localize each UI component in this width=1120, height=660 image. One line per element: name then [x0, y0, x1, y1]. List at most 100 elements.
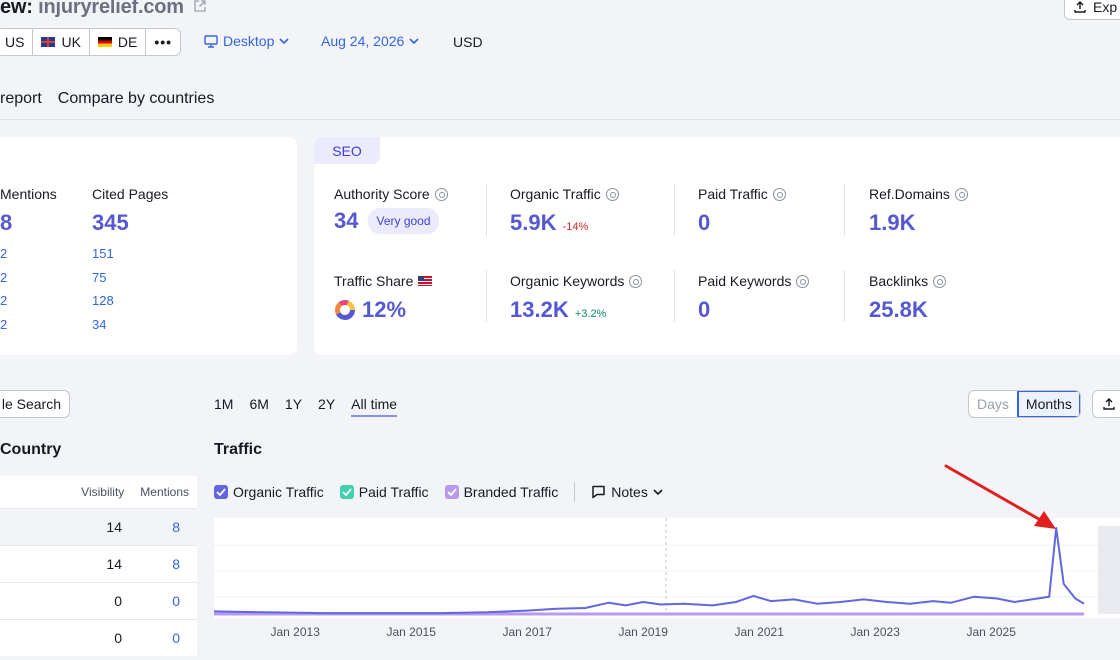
traffic-share-label: Traffic Share: [334, 273, 433, 289]
donut-chart-icon: [335, 300, 355, 320]
notes-dropdown[interactable]: Notes: [591, 484, 663, 500]
table-row[interactable]: 14 8: [0, 545, 197, 582]
ai-row-left[interactable]: 2: [0, 293, 8, 308]
legend-branded-label: Branded Traffic: [463, 484, 559, 500]
legend-paid-traffic[interactable]: Paid Traffic: [339, 484, 429, 500]
x-tick-label: Jan 2017: [503, 625, 553, 639]
country-selector: US UK DE •••: [0, 28, 182, 56]
info-icon[interactable]: [796, 274, 810, 288]
report-tabs: report Compare by countries: [0, 90, 214, 108]
ai-row-left[interactable]: 2: [0, 246, 8, 261]
cited-pages-value[interactable]: 345: [92, 210, 129, 235]
info-icon[interactable]: [605, 187, 619, 201]
paid-keywords-text: Paid Keywords: [698, 273, 792, 289]
info-icon[interactable]: [629, 274, 643, 288]
visibility-cell: 14: [106, 556, 122, 572]
country-us-button[interactable]: US: [0, 29, 34, 55]
backlinks-value[interactable]: 25.8K: [869, 297, 928, 322]
chevron-down-icon: [409, 38, 419, 44]
range-1y[interactable]: 1Y: [284, 396, 303, 412]
title-prefix: ew:: [0, 0, 33, 18]
traffic-share-block: 12%: [334, 297, 406, 323]
traffic-share-value[interactable]: 12%: [362, 297, 407, 322]
uk-flag-icon: [41, 37, 56, 47]
device-dropdown[interactable]: Desktop: [204, 33, 289, 49]
legend-organic-traffic[interactable]: Organic Traffic: [214, 484, 324, 500]
metric-divider: [674, 184, 675, 236]
mentions-cell[interactable]: 0: [172, 630, 180, 646]
date-label: Aug 24, 2026: [321, 33, 405, 49]
x-tick-label: Jan 2023: [851, 625, 901, 639]
country-de-button[interactable]: DE: [90, 29, 147, 55]
mentions-cell[interactable]: 0: [172, 593, 180, 609]
metric-divider: [844, 184, 845, 236]
export-button[interactable]: Exp: [1064, 0, 1120, 20]
ref-domains-value[interactable]: 1.9K: [869, 210, 916, 235]
paid-keywords-value[interactable]: 0: [698, 297, 711, 322]
chevron-down-icon: [279, 38, 289, 44]
series-line-organic-traffic[interactable]: [214, 527, 1085, 615]
x-tick-label: Jan 2025: [967, 625, 1017, 639]
x-tick-label: Jan 2013: [271, 625, 321, 639]
external-link-icon[interactable]: [193, 0, 207, 19]
currency-label: USD: [453, 34, 483, 50]
range-2y[interactable]: 2Y: [318, 396, 336, 412]
table-row[interactable]: 0 0: [0, 582, 197, 619]
device-label: Desktop: [223, 33, 275, 49]
months-button[interactable]: Months: [1016, 391, 1080, 417]
table-row[interactable]: 14 8: [0, 508, 197, 545]
organic-traffic-value[interactable]: 5.9K: [510, 210, 557, 235]
tab-compare-by-countries[interactable]: Compare by countries: [57, 90, 215, 107]
country-uk-button[interactable]: UK: [33, 29, 90, 55]
country-de-label: DE: [117, 34, 138, 50]
paid-traffic-value[interactable]: 0: [698, 210, 711, 235]
ref-domains-text: Ref.Domains: [869, 186, 950, 202]
mentions-cell[interactable]: 8: [172, 556, 180, 572]
organic-keywords-value[interactable]: 13.2K: [510, 297, 569, 322]
time-range-selector: 1M 6M 1Y 2Y All time: [214, 396, 398, 417]
ai-row-right[interactable]: 151: [92, 246, 114, 261]
info-icon[interactable]: [772, 187, 786, 201]
mentions-value[interactable]: 8: [0, 210, 13, 235]
cited-pages-label: Cited Pages: [92, 186, 169, 202]
country-section-title: Country: [0, 441, 62, 458]
country-uk-label: UK: [61, 34, 81, 50]
authority-score-value[interactable]: 34: [334, 208, 359, 233]
organic-traffic-block: 5.9K -14%: [510, 210, 588, 236]
ai-row-right[interactable]: 75: [92, 270, 107, 285]
range-6m[interactable]: 6M: [249, 396, 269, 412]
legend-branded-traffic[interactable]: Branded Traffic: [444, 484, 559, 500]
ai-row-right[interactable]: 128: [92, 293, 114, 308]
traffic-chart[interactable]: Jan 2013 Jan 2015 Jan 2017 Jan 2019 Jan 2021…: [214, 518, 1120, 648]
date-dropdown[interactable]: Aug 24, 2026: [321, 33, 419, 49]
organic-keywords-delta: +3.2%: [574, 308, 607, 320]
page-title: ew: injuryrelief.com: [0, 0, 207, 19]
domain-name[interactable]: injuryrelief.com: [38, 0, 184, 18]
chart-series: [214, 527, 1085, 616]
ai-row-left[interactable]: 2: [0, 317, 8, 332]
metric-divider: [486, 270, 487, 322]
ai-search-button[interactable]: le Search: [0, 390, 70, 418]
mentions-cell[interactable]: 8: [172, 519, 180, 535]
table-row[interactable]: 0 0: [0, 619, 197, 656]
info-icon[interactable]: [954, 187, 968, 201]
authority-badge: Very good: [368, 208, 439, 234]
seo-card: [314, 137, 1120, 355]
export-chart-button[interactable]: [1092, 390, 1120, 418]
checkbox-checked-icon: [339, 485, 354, 499]
metric-divider: [844, 270, 845, 322]
range-1m[interactable]: 1M: [214, 396, 234, 412]
days-button[interactable]: Days: [977, 396, 1009, 412]
annotation-arrow: [944, 464, 1056, 529]
granularity-toggle: Days Months: [968, 390, 1081, 418]
col-visibility[interactable]: Visibility: [81, 485, 125, 499]
info-icon[interactable]: [434, 187, 448, 201]
range-all-time[interactable]: All time: [351, 396, 398, 417]
info-icon[interactable]: [933, 274, 947, 288]
ai-row-right[interactable]: 34: [92, 317, 107, 332]
tab-report[interactable]: report: [0, 90, 42, 107]
more-countries-button[interactable]: •••: [146, 29, 180, 55]
chart-scroll-handle[interactable]: [1098, 526, 1120, 614]
col-mentions[interactable]: Mentions: [140, 485, 189, 499]
ai-row-left[interactable]: 2: [0, 270, 8, 285]
